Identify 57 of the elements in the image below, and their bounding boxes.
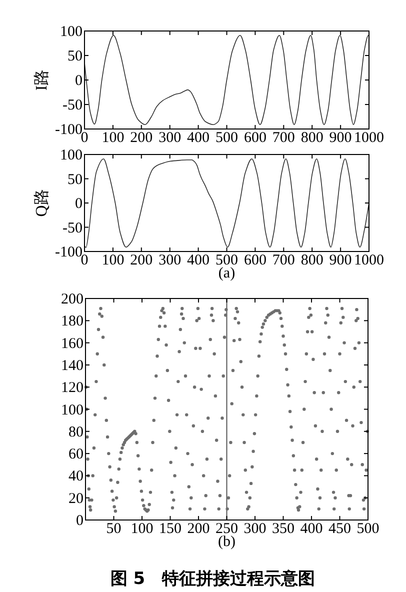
y-tick-label: -50 <box>62 220 82 236</box>
y-tick-label: 180 <box>61 314 84 330</box>
x-tick-label: 900 <box>329 252 352 268</box>
x-tick-label: 900 <box>329 130 352 146</box>
x-tick-label: 450 <box>328 521 351 537</box>
x-tick-label: 50 <box>106 521 122 537</box>
line-series <box>84 158 370 248</box>
y-tick-label: 200 <box>61 292 84 308</box>
x-tick-label: 600 <box>244 130 266 146</box>
y-tick-label: 160 <box>61 336 84 352</box>
x-tick-label: 100 <box>130 521 154 537</box>
x-tick-label: 200 <box>130 130 153 146</box>
y-tick-label: 100 <box>60 24 82 40</box>
y-tick-label: 0 <box>75 196 82 212</box>
y-axis-title: Q路 <box>34 189 50 217</box>
y-tick-label: -100 <box>55 122 82 138</box>
y-tick-label: 100 <box>60 148 82 164</box>
x-tick-label: 600 <box>244 252 266 268</box>
y-tick-label: -100 <box>55 244 82 260</box>
x-tick-label: 350 <box>272 521 294 537</box>
x-axis-title: (a) <box>218 266 236 282</box>
x-tick-label: 400 <box>300 521 323 537</box>
y-tick-label: 80 <box>68 424 84 440</box>
x-tick-label: 100 <box>102 130 124 146</box>
x-tick-label: 700 <box>272 130 295 146</box>
x-tick-label: 700 <box>272 252 295 268</box>
x-tick-label: 400 <box>187 252 210 268</box>
y-tick-label: 100 <box>61 402 84 418</box>
y-axis-title: I路 <box>34 69 50 91</box>
y-tick-label: 140 <box>61 358 84 374</box>
y-tick-label: 60 <box>68 446 84 463</box>
x-tick-label: 500 <box>216 252 238 268</box>
x-tick-label: 1000 <box>354 252 384 268</box>
y-tick-label: 50 <box>68 172 82 188</box>
x-tick-label: 800 <box>300 130 324 146</box>
x-tick-label: 300 <box>158 130 182 146</box>
y-tick-label: -50 <box>62 98 82 114</box>
x-tick-label: 1000 <box>354 130 384 146</box>
x-tick-label: 200 <box>130 252 153 268</box>
line-series <box>84 35 370 125</box>
x-tick-label: 500 <box>216 130 238 146</box>
x-tick-label: 250 <box>216 521 238 537</box>
x-tick-label: 200 <box>187 521 210 537</box>
caption: 图 5 特征拼接过程示意图 <box>110 569 316 589</box>
y-tick-label: 120 <box>61 380 84 396</box>
x-axis-title: (b) <box>218 534 236 550</box>
y-tick-label: 50 <box>68 48 82 64</box>
y-tick-label: 0 <box>75 73 82 89</box>
y-tick-label: 20 <box>68 490 84 507</box>
x-tick-label: 300 <box>244 521 266 537</box>
x-tick-label: 400 <box>187 130 210 146</box>
x-tick-label: 500 <box>356 521 380 537</box>
x-tick-label: 150 <box>159 521 182 537</box>
x-tick-label: 300 <box>158 252 182 268</box>
y-tick-label: 40 <box>68 468 84 485</box>
x-tick-label: 800 <box>300 252 324 268</box>
x-tick-label: 100 <box>102 252 124 268</box>
